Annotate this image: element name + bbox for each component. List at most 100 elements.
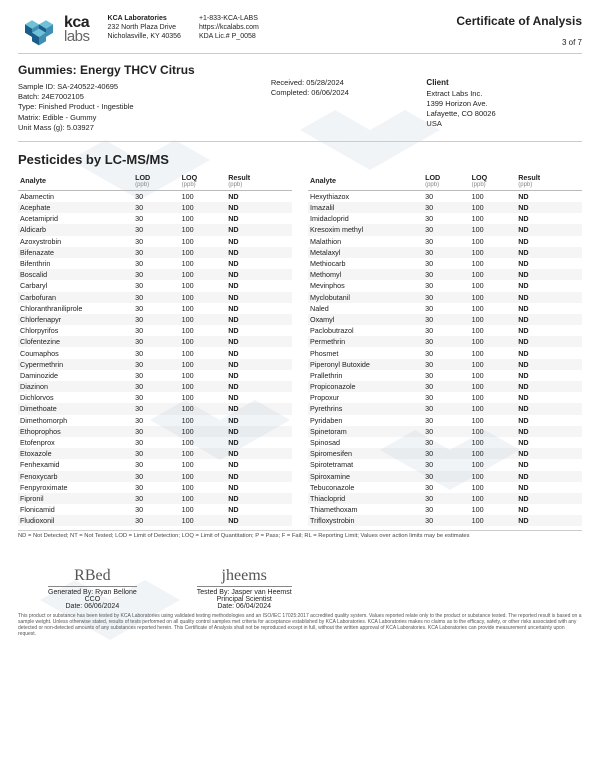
result-value: ND [226, 247, 292, 258]
table-row: Metalaxyl30100ND [308, 247, 582, 258]
table-row: Prallethrin30100ND [308, 370, 582, 381]
lod-value: 30 [423, 190, 470, 202]
table-row: Imazalil30100ND [308, 202, 582, 213]
logo-text: kca labs [64, 16, 90, 45]
lab-name: KCA Laboratories [108, 15, 167, 22]
lod-value: 30 [133, 493, 180, 504]
result-value: ND [516, 504, 582, 515]
analyte-name: Etoxazole [18, 448, 133, 459]
result-value: ND [226, 381, 292, 392]
lod-value: 30 [133, 347, 180, 358]
pesticide-table-right: Analyte LOD(ppb) LOQ(ppb) Result(ppb) He… [308, 171, 582, 527]
loq-value: 100 [180, 359, 227, 370]
page-header: kca labs KCA Laboratories 232 North Plaz… [18, 14, 582, 54]
lod-value: 30 [423, 258, 470, 269]
lod-value: 30 [133, 292, 180, 303]
loq-value: 100 [470, 258, 517, 269]
lod-value: 30 [133, 381, 180, 392]
loq-value: 100 [180, 236, 227, 247]
lod-value: 30 [133, 370, 180, 381]
loq-value: 100 [180, 247, 227, 258]
analyte-name: Etofenprox [18, 437, 133, 448]
loq-value: 100 [180, 504, 227, 515]
result-value: ND [226, 392, 292, 403]
analyte-name: Fenhexamid [18, 459, 133, 470]
table-row: Coumaphos30100ND [18, 347, 292, 358]
result-value: ND [516, 515, 582, 526]
analyte-name: Coumaphos [18, 347, 133, 358]
result-value: ND [226, 202, 292, 213]
table-row: Pyrethrins30100ND [308, 403, 582, 414]
table-row: Fenoxycarb30100ND [18, 471, 292, 482]
loq-value: 100 [180, 426, 227, 437]
result-value: ND [226, 336, 292, 347]
lod-value: 30 [133, 459, 180, 470]
completed: 06/06/2024 [311, 88, 349, 97]
gen-date: 06/06/2024 [84, 603, 119, 610]
loq-value: 100 [470, 292, 517, 303]
table-row: Azoxystrobin30100ND [18, 236, 292, 247]
col-loq: LOQ [472, 173, 488, 182]
sample-id-label: Sample ID: [18, 82, 55, 91]
analyte-name: Metalaxyl [308, 247, 423, 258]
lod-value: 30 [423, 347, 470, 358]
client-addr2: Lafayette, CO 80026 [426, 109, 582, 119]
result-value: ND [226, 426, 292, 437]
result-value: ND [226, 258, 292, 269]
analyte-name: Myclobutanil [308, 292, 423, 303]
analyte-name: Diazinon [18, 381, 133, 392]
loq-value: 100 [180, 370, 227, 381]
lod-value: 30 [423, 493, 470, 504]
test-title: Principal Scientist [197, 596, 292, 603]
table-row: Mevinphos30100ND [308, 280, 582, 291]
loq-value: 100 [470, 515, 517, 526]
lod-value: 30 [133, 471, 180, 482]
analyte-name: Prallethrin [308, 370, 423, 381]
result-value: ND [226, 280, 292, 291]
analyte-name: Cypermethrin [18, 359, 133, 370]
table-row: Dimethoate30100ND [18, 403, 292, 414]
loq-value: 100 [470, 269, 517, 280]
lod-value: 30 [133, 303, 180, 314]
col-analyte: Analyte [20, 176, 46, 185]
loq-value: 100 [180, 459, 227, 470]
tested-by-block: jheems Tested By: Jasper van Heemst Prin… [197, 567, 292, 610]
lod-value: 30 [423, 448, 470, 459]
table-row: Permethrin30100ND [308, 336, 582, 347]
analyte-name: Fipronil [18, 493, 133, 504]
result-value: ND [226, 359, 292, 370]
table-row: Acetamiprid30100ND [18, 213, 292, 224]
loq-value: 100 [470, 236, 517, 247]
table-row: Carbaryl30100ND [18, 280, 292, 291]
result-value: ND [516, 292, 582, 303]
client-name: Extract Labs Inc. [426, 89, 582, 99]
table-row: Piperonyl Butoxide30100ND [308, 359, 582, 370]
gen-signature: RBed [48, 567, 137, 587]
loq-value: 100 [470, 224, 517, 235]
result-value: ND [516, 381, 582, 392]
table-row: Malathion30100ND [308, 236, 582, 247]
loq-value: 100 [180, 325, 227, 336]
lod-value: 30 [423, 314, 470, 325]
result-value: ND [516, 336, 582, 347]
lab-lic: KDA Lic.# P_0058 [199, 33, 256, 40]
result-value: ND [516, 190, 582, 202]
loq-value: 100 [180, 292, 227, 303]
analyte-name: Imazalil [308, 202, 423, 213]
lod-value: 30 [423, 471, 470, 482]
result-value: ND [226, 236, 292, 247]
lod-value: 30 [133, 269, 180, 280]
lod-value: 30 [133, 325, 180, 336]
lod-value: 30 [133, 247, 180, 258]
analyte-name: Dimethomorph [18, 415, 133, 426]
result-value: ND [226, 415, 292, 426]
loq-value: 100 [470, 437, 517, 448]
table-row: Ethoprophos30100ND [18, 426, 292, 437]
lod-value: 30 [133, 314, 180, 325]
analyte-name: Azoxystrobin [18, 236, 133, 247]
analyte-name: Chlorpyrifos [18, 325, 133, 336]
sample-block: Gummies: Energy THCV Citrus Sample ID: S… [18, 54, 582, 142]
result-value: ND [226, 190, 292, 202]
loq-value: 100 [470, 471, 517, 482]
result-value: ND [226, 482, 292, 493]
